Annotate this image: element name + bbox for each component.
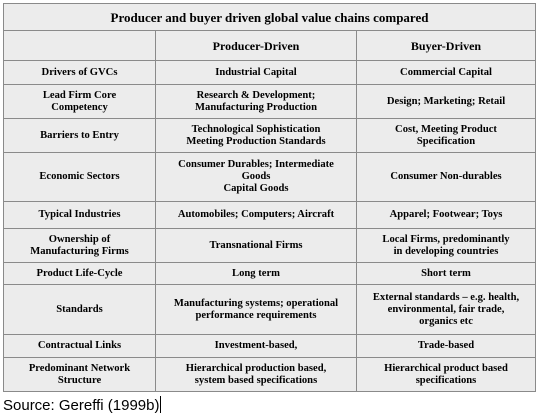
buyer-driven-cell: Cost, Meeting Product Specification xyxy=(356,118,536,153)
source-text: Source: Gereffi (1999b) xyxy=(3,397,160,414)
producer-driven-cell: Technological Sophistication Meeting Pro… xyxy=(155,118,357,153)
buyer-driven-cell: Commercial Capital xyxy=(356,60,536,85)
text-cursor-icon xyxy=(160,396,162,413)
table-row: Barriers to Entry Technological Sophistic… xyxy=(3,118,536,153)
producer-driven-cell: Industrial Capital xyxy=(155,60,357,85)
table-row: Ownership of Manufacturing Firms Transnat… xyxy=(3,228,536,263)
row-label-cell: Standards xyxy=(3,284,156,335)
table-row: Product Life-Cycle Long term Short term xyxy=(3,262,536,285)
buyer-driven-cell: Trade-based xyxy=(356,334,536,358)
source-citation[interactable]: Source: Gereffi (1999b) xyxy=(3,396,162,415)
header-empty-cell xyxy=(3,30,156,61)
producer-driven-cell: Research & Development; Manufacturing Pr… xyxy=(155,84,357,119)
buyer-driven-cell: Local Firms, predominantly in developing… xyxy=(356,228,536,263)
producer-driven-cell: Manufacturing systems; operational perfo… xyxy=(155,284,357,335)
table-row: Predominant Network Structure Hierarchica… xyxy=(3,357,536,392)
buyer-driven-cell: External standards – e.g. health, enviro… xyxy=(356,284,536,335)
row-label-cell: Predominant Network Structure xyxy=(3,357,156,392)
buyer-driven-cell: Design; Marketing; Retail xyxy=(356,84,536,119)
producer-driven-cell: Investment-based, xyxy=(155,334,357,358)
row-label-cell: Typical Industries xyxy=(3,201,156,229)
producer-driven-cell: Consumer Durables; Intermediate Goods Ca… xyxy=(155,152,357,202)
table-row: Standards Manufacturing systems; operatio… xyxy=(3,284,536,335)
table-title: Producer and buyer driven global value c… xyxy=(3,3,536,31)
buyer-driven-cell: Hierarchical product based specification… xyxy=(356,357,536,392)
producer-driven-cell: Long term xyxy=(155,262,357,285)
producer-driven-cell: Hierarchical production based, system ba… xyxy=(155,357,357,392)
table-row: Lead Firm Core Competency Research & Deve… xyxy=(3,84,536,119)
row-label-cell: Ownership of Manufacturing Firms xyxy=(3,228,156,263)
table-row: Drivers of GVCs Industrial Capital Commerc… xyxy=(3,60,536,85)
row-label-cell: Economic Sectors xyxy=(3,152,156,202)
table-header-row: Producer-Driven Buyer-Driven xyxy=(3,30,536,61)
row-label-cell: Lead Firm Core Competency xyxy=(3,84,156,119)
row-label-cell: Product Life-Cycle xyxy=(3,262,156,285)
producer-driven-cell: Automobiles; Computers; Aircraft xyxy=(155,201,357,229)
row-label-cell: Contractual Links xyxy=(3,334,156,358)
row-label-cell: Drivers of GVCs xyxy=(3,60,156,85)
buyer-driven-cell: Consumer Non-durables xyxy=(356,152,536,202)
table-row: Economic Sectors Consumer Durables; Inter… xyxy=(3,152,536,202)
table-row: Contractual Links Investment-based, Trade-… xyxy=(3,334,536,358)
row-label-cell: Barriers to Entry xyxy=(3,118,156,153)
header-producer-driven: Producer-Driven xyxy=(155,30,357,61)
header-buyer-driven: Buyer-Driven xyxy=(356,30,536,61)
gvc-comparison-table: Producer and buyer driven global value c… xyxy=(3,3,536,392)
comparison-table-container: Producer and buyer driven global value c… xyxy=(3,3,536,392)
buyer-driven-cell: Apparel; Footwear; Toys xyxy=(356,201,536,229)
producer-driven-cell: Transnational Firms xyxy=(155,228,357,263)
buyer-driven-cell: Short term xyxy=(356,262,536,285)
table-row: Typical Industries Automobiles; Computers… xyxy=(3,201,536,229)
table-title-row: Producer and buyer driven global value c… xyxy=(3,3,536,31)
